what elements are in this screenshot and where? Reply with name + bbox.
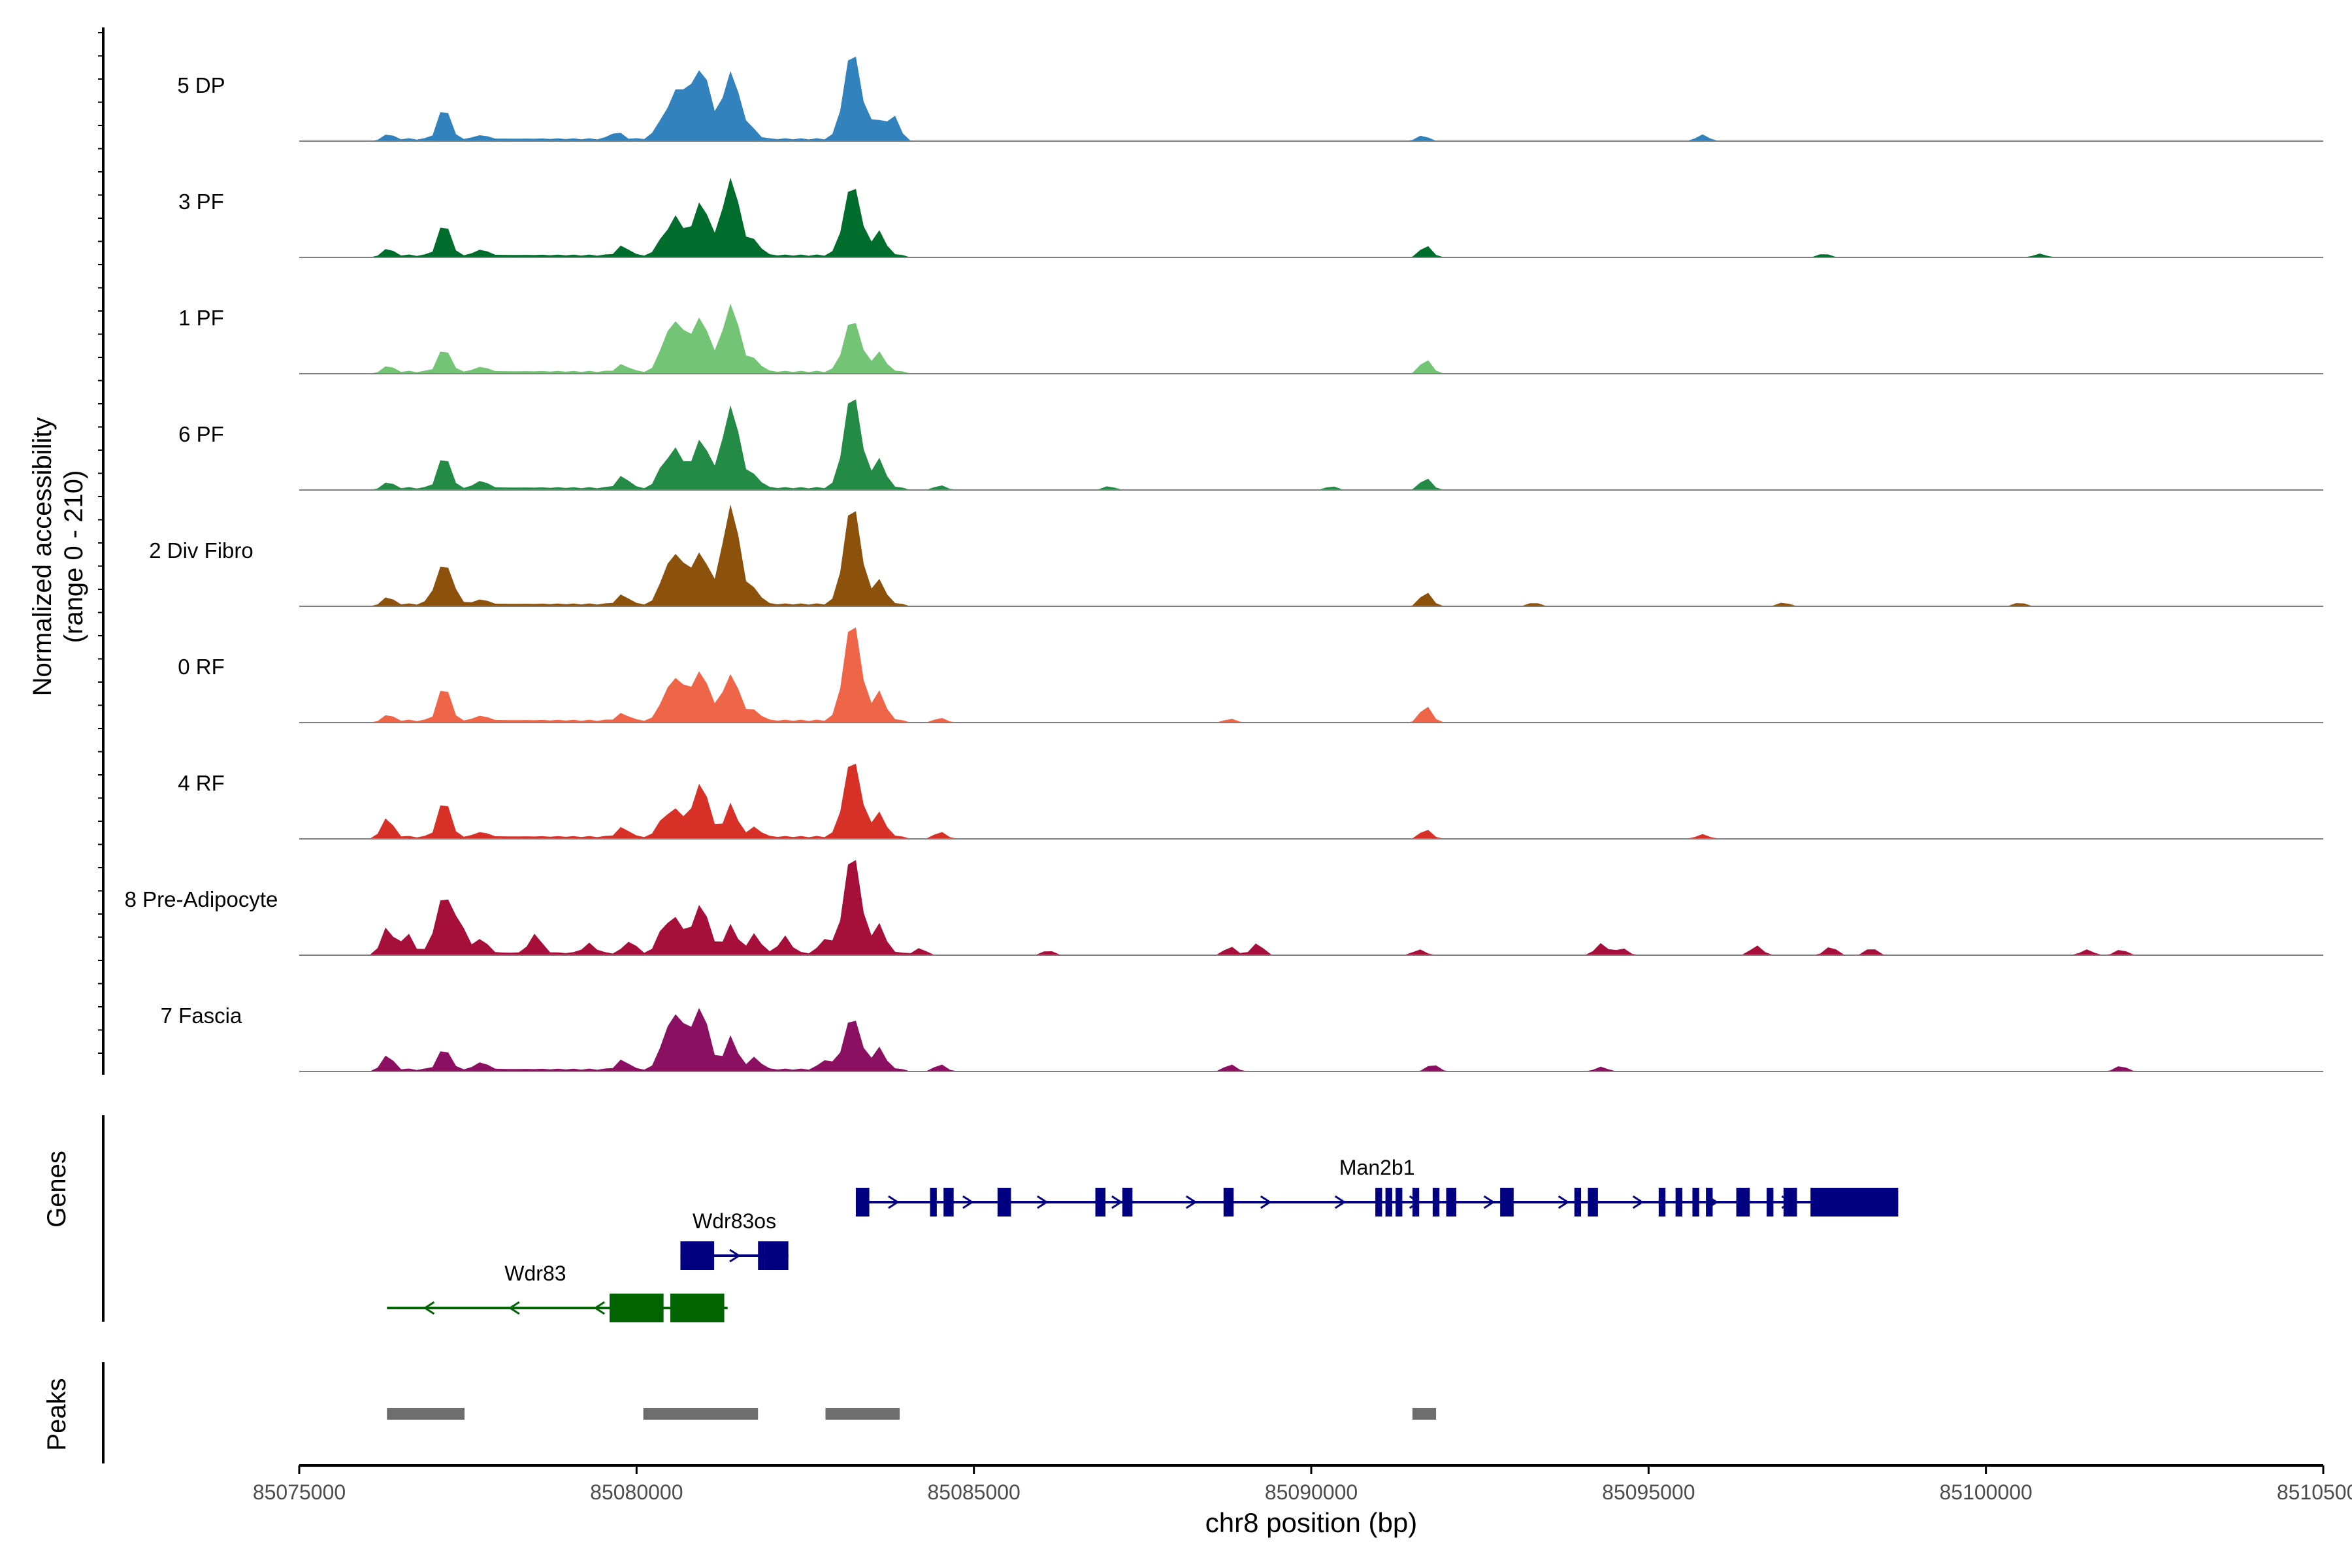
gene-exon	[1432, 1188, 1440, 1217]
coverage-track: 2 Div Fibro	[149, 504, 2323, 607]
strand-arrow	[1260, 1195, 1272, 1209]
strand-arrow	[1037, 1195, 1049, 1209]
coverage-track: 3 PF	[178, 177, 2323, 258]
gene-exon	[680, 1241, 715, 1270]
gene-exon	[1500, 1188, 1514, 1217]
genes-panel-label: Genes	[42, 1151, 71, 1228]
peak-regions	[387, 1408, 1437, 1420]
gene-model: Man2b1	[855, 1156, 1899, 1217]
coverage-track: 7 Fascia	[161, 1004, 2323, 1072]
coverage-area	[299, 764, 2323, 839]
strand-arrow	[1558, 1195, 1570, 1209]
gene-exon	[1767, 1188, 1774, 1217]
track-label: 8 Pre-Adipocyte	[125, 887, 278, 911]
coverage-tracks: 5 DP 3 PF 1 PF 6 PF 2 Div Fibro 0 RF 4 RF 8 Pre…	[125, 56, 2323, 1072]
coverage-area	[299, 504, 2323, 606]
gene-exon	[1692, 1188, 1699, 1217]
coverage-area	[299, 399, 2323, 490]
track-label: 6 PF	[178, 422, 224, 446]
y-axis-title: Normalized accessibility (range 0 - 210)	[28, 417, 88, 696]
gene-exon	[758, 1241, 765, 1270]
coverage-track: 4 RF	[178, 764, 2323, 840]
gene-exon	[1783, 1188, 1797, 1217]
x-tick-label: 85085000	[927, 1480, 1020, 1504]
strand-arrow	[1483, 1195, 1495, 1209]
x-axis-ticks: 85075000 85080000 85085000 85090000 85095000…	[253, 1465, 2352, 1504]
peak-region	[1412, 1408, 1437, 1420]
strand-arrow	[962, 1195, 974, 1209]
strand-arrow	[1632, 1195, 1644, 1209]
coverage-area	[299, 860, 2323, 955]
gene-exon	[997, 1188, 1011, 1217]
peak-region	[643, 1408, 759, 1420]
coverage-area	[299, 1007, 2323, 1071]
gene-exon	[1588, 1188, 1598, 1217]
coverage-track: 1 PF	[178, 303, 2323, 374]
y-axis-label: Normalized accessibility	[28, 417, 57, 696]
strand-arrow	[1334, 1195, 1347, 1209]
gene-annotations: Man2b1 Wdr83os Wdr83	[387, 1156, 1899, 1322]
strand-arrow	[729, 1249, 741, 1263]
gene-label: Wdr83	[504, 1262, 566, 1285]
gene-exon	[1375, 1188, 1382, 1217]
coverage-area	[299, 177, 2323, 257]
x-tick-label: 85075000	[253, 1480, 346, 1504]
gene-exon	[943, 1188, 954, 1217]
strand-arrow	[1111, 1195, 1123, 1209]
x-tick-label: 85080000	[590, 1480, 683, 1504]
coverage-y-axis-ticks	[98, 32, 103, 1054]
strand-arrow	[508, 1301, 520, 1315]
gene-label: Man2b1	[1339, 1156, 1415, 1179]
gene-exon	[1122, 1188, 1133, 1217]
gene-exon	[1446, 1188, 1457, 1217]
track-label: 1 PF	[178, 306, 224, 330]
gene-exon	[1412, 1188, 1420, 1217]
coverage-area	[299, 303, 2323, 374]
gene-exon	[1095, 1188, 1106, 1217]
gene-exon	[855, 1188, 870, 1217]
coverage-track: 6 PF	[178, 399, 2323, 491]
gene-exon	[1810, 1188, 1899, 1217]
track-label: 3 PF	[178, 189, 224, 214]
strand-arrow	[888, 1195, 900, 1209]
gene-exon	[1385, 1188, 1392, 1217]
peaks-panel-label: Peaks	[42, 1378, 71, 1450]
y-axis-range-label: (range 0 - 210)	[59, 470, 88, 644]
track-label: 0 RF	[178, 655, 225, 679]
peak-region	[825, 1408, 900, 1420]
gene-label: Wdr83os	[693, 1209, 776, 1233]
track-label: 7 Fascia	[161, 1004, 242, 1028]
track-label: 4 RF	[178, 771, 225, 795]
strand-arrow	[423, 1301, 435, 1315]
x-tick-label: 85095000	[1602, 1480, 1695, 1504]
x-tick-label: 85090000	[1265, 1480, 1358, 1504]
gene-model: Wdr83	[387, 1262, 728, 1322]
gene-exon	[930, 1188, 937, 1217]
gene-exon	[610, 1294, 664, 1322]
gene-exon	[764, 1241, 789, 1270]
gene-exon	[1658, 1188, 1666, 1217]
strand-arrow	[1185, 1195, 1198, 1209]
gene-exon	[670, 1294, 725, 1322]
gene-exon	[1675, 1188, 1682, 1217]
x-tick-label: 85105000	[2277, 1480, 2352, 1504]
peak-region	[387, 1408, 465, 1420]
track-label: 2 Div Fibro	[149, 538, 253, 563]
x-tick-label: 85100000	[1939, 1480, 2032, 1504]
coverage-area	[299, 627, 2323, 723]
x-axis-title: chr8 position (bp)	[1205, 1507, 1418, 1538]
gene-exon	[1396, 1188, 1403, 1217]
gene-exon	[1736, 1188, 1750, 1217]
gene-exon	[1574, 1188, 1582, 1217]
coverage-track: 0 RF	[178, 627, 2323, 723]
coverage-track: 8 Pre-Adipocyte	[125, 860, 2323, 956]
gene-model: Wdr83os	[680, 1209, 789, 1270]
track-label: 5 DP	[177, 73, 225, 97]
strand-arrow	[593, 1301, 605, 1315]
coverage-track: 5 DP	[177, 56, 2323, 142]
coverage-area	[299, 56, 2323, 141]
gene-exon	[1223, 1188, 1234, 1217]
gene-exon	[1706, 1188, 1713, 1217]
